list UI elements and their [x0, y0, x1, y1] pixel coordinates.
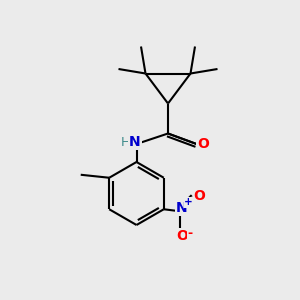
Text: H: H [120, 136, 130, 149]
Text: -: - [187, 227, 192, 240]
Text: +: + [184, 197, 193, 207]
Text: O: O [193, 189, 205, 203]
Text: O: O [197, 137, 209, 151]
Text: N: N [129, 136, 141, 149]
Text: O: O [177, 229, 189, 243]
Text: N: N [176, 201, 187, 215]
